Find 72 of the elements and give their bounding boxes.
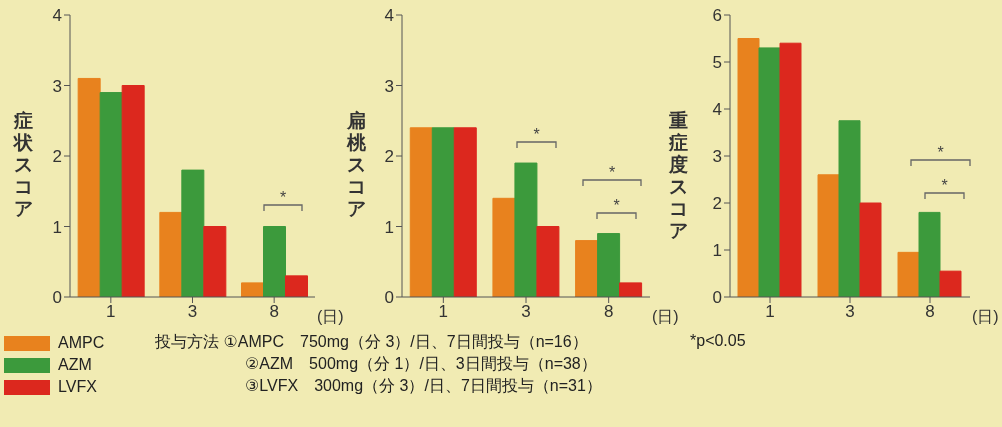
- bar: [939, 270, 962, 297]
- annotation: *: [608, 164, 616, 181]
- annotation: *: [279, 189, 287, 206]
- y-tick-label: 1: [384, 217, 394, 237]
- bar: [817, 174, 840, 297]
- x-tick-label: 1: [765, 302, 775, 322]
- annotation: *: [533, 126, 540, 143]
- bar: [536, 226, 560, 297]
- y-tick-label: 2: [712, 194, 722, 214]
- x-tick-label: 3: [845, 302, 855, 322]
- y-axis-title: 症状スコア: [12, 110, 34, 220]
- text: 投与方法 ①AMPC 750mg（分 3）/日、7日間投与（n=16）: [155, 332, 588, 352]
- y-tick-label: 2: [52, 147, 62, 167]
- x-tick-label: 1: [438, 302, 449, 322]
- x-axis-title: (日): [972, 307, 999, 327]
- bar: [263, 226, 286, 297]
- x-tick-label: 1: [106, 302, 116, 322]
- bar: [597, 233, 621, 297]
- x-tick-label: 8: [925, 302, 935, 322]
- bar: [241, 282, 264, 297]
- y-tick-label: 4: [52, 6, 62, 26]
- y-tick-label: 6: [712, 6, 722, 26]
- bar: [121, 85, 145, 297]
- y-tick-label: 3: [52, 76, 62, 96]
- y-tick-label: 2: [384, 147, 394, 167]
- y-tick-label: 4: [384, 6, 394, 26]
- bar: [409, 127, 433, 297]
- x-tick-label: 8: [269, 302, 279, 322]
- y-axis-title: 重症度スコア: [667, 110, 689, 242]
- bar: [737, 38, 760, 297]
- y-tick-label: 4: [712, 100, 722, 120]
- annotation: *: [613, 197, 620, 214]
- y-tick-label: 0: [712, 288, 722, 308]
- bar: [203, 226, 227, 297]
- bar: [159, 211, 183, 297]
- y-tick-label: 0: [52, 288, 62, 308]
- x-axis-title: (日): [652, 307, 679, 327]
- y-tick-label: 1: [52, 217, 62, 237]
- bar: [431, 127, 455, 297]
- bar: [779, 42, 802, 297]
- y-axis-title: 扁桃スコア: [345, 110, 367, 220]
- bar: [514, 162, 538, 297]
- bar: [453, 127, 477, 297]
- bar: [619, 282, 643, 297]
- y-tick-label: 0: [384, 288, 394, 308]
- bar: [181, 169, 205, 297]
- x-tick-label: 8: [603, 302, 614, 322]
- bar: [77, 77, 101, 297]
- x-tick-label: 3: [521, 302, 531, 322]
- legend-label: AZM: [58, 356, 92, 374]
- text: *p<0.05: [690, 332, 746, 350]
- legend-label: LVFX: [58, 378, 97, 396]
- bar: [758, 47, 781, 297]
- y-tick-label: 1: [712, 241, 722, 261]
- bar: [99, 92, 123, 297]
- y-tick-label: 5: [712, 53, 722, 73]
- annotation: *: [941, 177, 948, 194]
- annotation: *: [937, 144, 944, 161]
- text: ②AZM 500mg（分 1）/日、3日間投与（n=38）: [245, 354, 597, 374]
- bar: [897, 251, 920, 297]
- text: ③LVFX 300mg（分 3）/日、7日間投与（n=31）: [245, 376, 602, 396]
- bar: [918, 211, 941, 297]
- x-tick-label: 3: [187, 302, 198, 322]
- bar: [859, 202, 882, 297]
- bar: [492, 197, 516, 297]
- bar: [838, 120, 861, 297]
- y-tick-label: 3: [712, 147, 722, 167]
- y-tick-label: 3: [384, 76, 394, 96]
- legend-label: AMPC: [58, 334, 105, 352]
- x-axis-title: (日): [317, 307, 344, 327]
- bar: [285, 275, 308, 297]
- bar: [575, 240, 599, 297]
